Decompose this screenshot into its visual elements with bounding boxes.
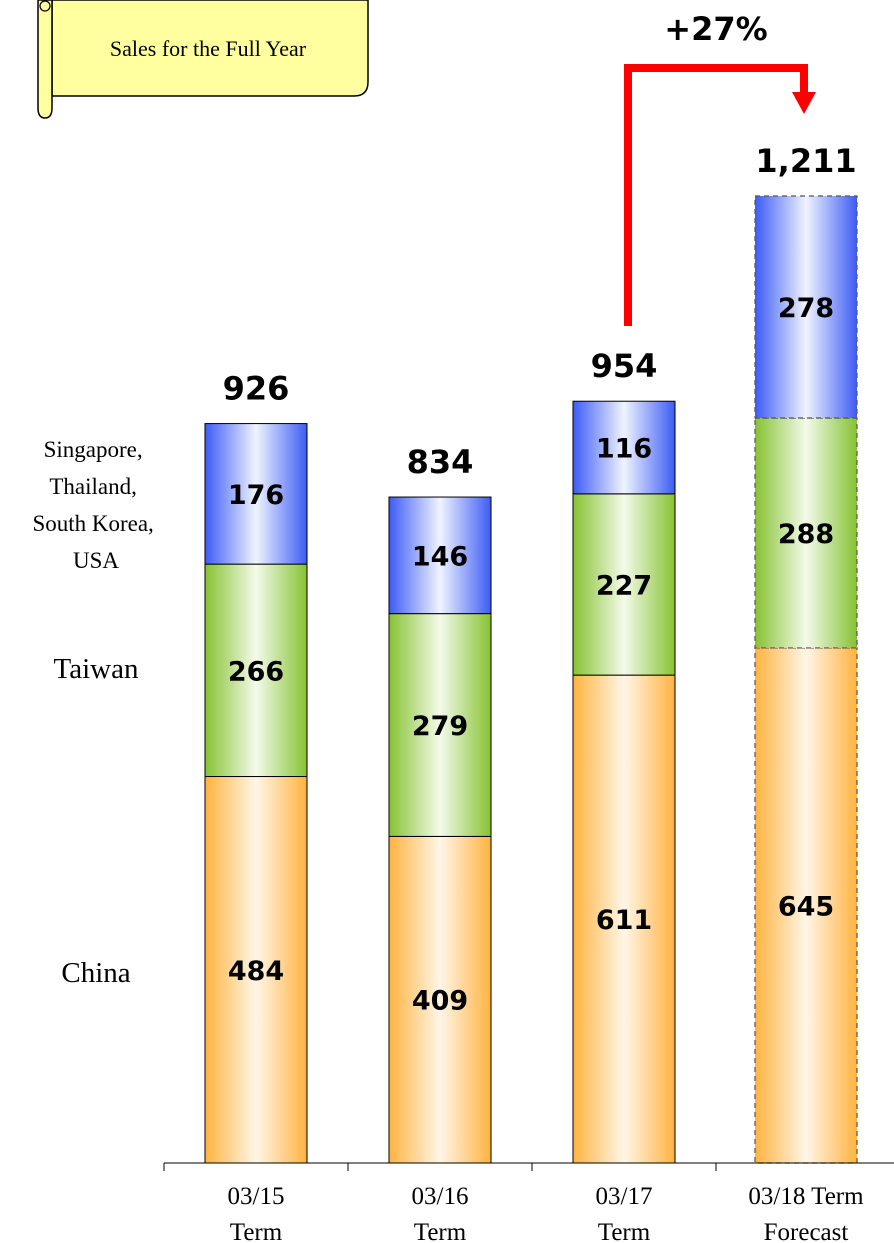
scroll-roll-end [39, 0, 51, 12]
x-tick-label: 03/16 [412, 1183, 469, 1210]
x-tick-label: Term [414, 1219, 467, 1243]
bar-segment-taiwan [388, 613, 492, 837]
bar-segment-taiwan [754, 417, 858, 649]
bar-total-label: 834 [407, 443, 474, 481]
x-tick-label: Forecast [764, 1219, 849, 1243]
bar-segment-other [754, 195, 858, 419]
chart-title: Sales for the Full Year [110, 36, 307, 61]
segment-value-label: 279 [412, 711, 468, 742]
growth-annotation: +27% [624, 10, 816, 326]
x-tick-label: 03/18 Term [748, 1183, 864, 1210]
bar-total-label: 926 [223, 370, 290, 408]
scroll-roll [37, 0, 53, 119]
region-label-taiwan: Taiwan [54, 653, 139, 685]
bar-segment-china [204, 776, 308, 1164]
segment-value-label: 266 [228, 656, 284, 687]
growth-arrow-head [792, 92, 816, 114]
bar-total-label: 954 [591, 347, 658, 385]
segment-value-label: 484 [228, 956, 284, 987]
bar-total-label: 1,211 [755, 142, 856, 180]
region-labels: Singapore, Thailand, South Korea, USA Ta… [32, 437, 159, 989]
segment-value-label: 645 [778, 891, 834, 922]
bar-segment-other [204, 423, 308, 565]
region-label-other: Singapore, Thailand, South Korea, USA [32, 437, 159, 573]
growth-arrow-line [624, 64, 808, 326]
bar-segment-taiwan [572, 493, 676, 676]
bar-segment-china [754, 647, 858, 1164]
segment-value-label: 176 [228, 480, 284, 511]
region-label-china: China [61, 957, 130, 989]
segment-value-label: 146 [412, 541, 468, 572]
x-tick-label: Term [598, 1219, 651, 1243]
bar-segment-china [388, 835, 492, 1164]
x-tick-label: 03/15 [228, 1183, 285, 1210]
segment-value-label: 278 [778, 293, 834, 324]
segment-value-label: 611 [596, 905, 652, 936]
bar-segment-other [388, 496, 492, 615]
x-tick-label: 03/17 [596, 1183, 653, 1210]
title-scroll: Sales for the Full Year [37, 0, 369, 119]
bar-segment-china [572, 674, 676, 1164]
bar-segment-taiwan [204, 563, 308, 778]
segment-value-label: 288 [778, 519, 834, 550]
bar-segment-other [572, 400, 676, 495]
region-label-other-line: South Korea, [32, 511, 153, 536]
segment-value-label: 409 [412, 986, 468, 1017]
x-tick-label: Term [230, 1219, 283, 1243]
growth-percent-label: +27% [664, 10, 767, 48]
segment-value-label: 116 [596, 434, 652, 465]
region-label-other-line: Singapore, [44, 437, 143, 462]
segment-value-label: 227 [596, 570, 652, 601]
scroll-body [51, 0, 369, 97]
region-label-other-line: Thailand, [49, 474, 137, 499]
region-label-other-line: USA [73, 548, 119, 573]
bars: 484 266 176 926 409 279 146 834 611 227 116 954 645 2… [204, 142, 858, 1164]
x-axis: 03/15 Term 03/16 Term 03/17 Term 03/18 Term For… [163, 1162, 894, 1243]
